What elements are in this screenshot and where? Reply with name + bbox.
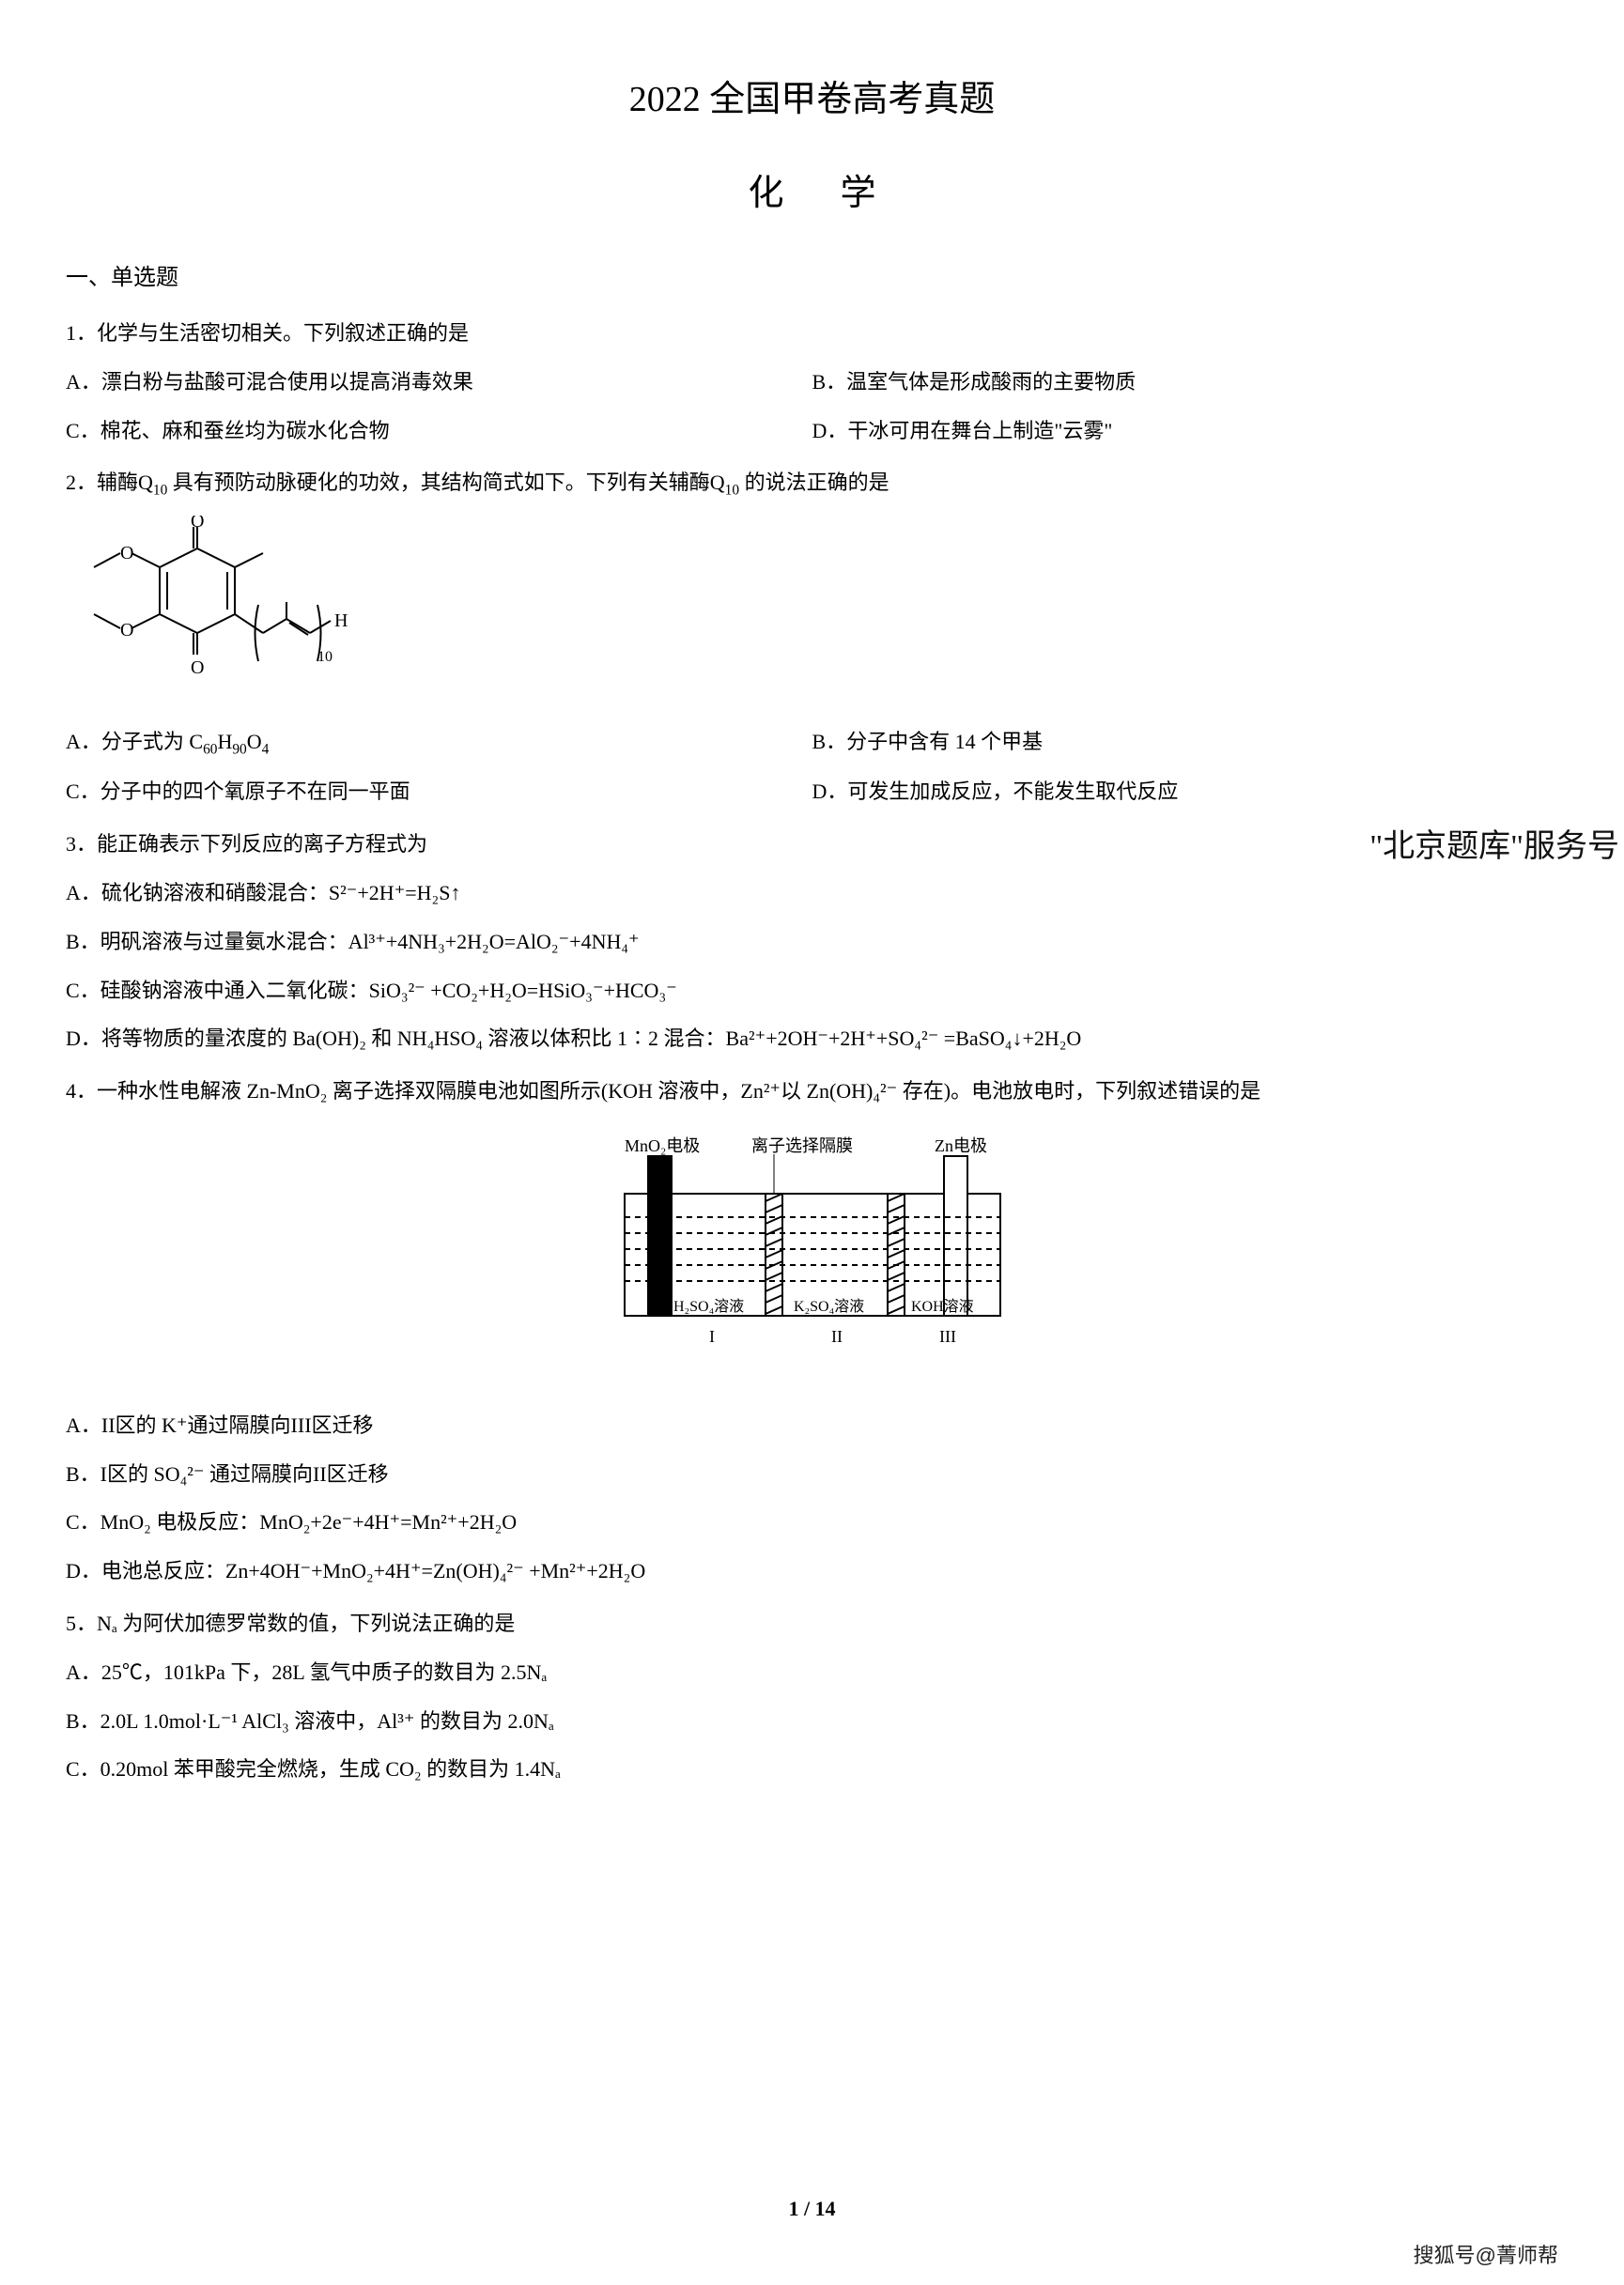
q4-opt-c: C．MnO₂ 电极反应：MnO₂+2e⁻+4H⁺=Mn²⁺+2H₂O [66,1503,1558,1542]
page-number: 1 / 14 [0,2189,1624,2229]
q2a-pre: A．分子式为 C [66,730,203,753]
q3-opt-b: B．明矾溶液与过量氨水混合：Al³⁺+4NH₃+2H₂O=AlO₂⁻+4NH₄⁺ [66,922,1558,962]
q2-stem-mid: 具有预防动脉硬化的功效，其结构简式如下。下列有关辅酶Q [167,471,724,494]
q2-stem-pre: 2．辅酶Q [66,471,153,494]
q3-opt-a: A．硫化钠溶液和硝酸混合：S²⁻+2H⁺=H₂S↑ [66,873,1558,913]
q1-opt-b: B．温室气体是形成酸雨的主要物质 [812,363,1559,402]
q3-opt-d: D．将等物质的量浓度的 Ba(OH)₂ 和 NH₄HSO₄ 溶液以体积比 1∶2… [66,1019,1558,1058]
q2-sub1: 10 [153,483,167,499]
lbl-sol1: H₂SO₄溶液 [673,1298,744,1315]
q3-stem: 3．能正确表示下列反应的离子方程式为 [66,825,1558,864]
q5-opt-c: C．0.20mol 苯甲酸完全燃烧，生成 CO₂ 的数目为 1.4Nₐ [66,1750,1558,1789]
q4-opt-b: B．I区的 SO₄²⁻ 通过隔膜向II区迁移 [66,1455,1558,1494]
q4-stem: 4．一种水性电解液 Zn-MnO₂ 离子选择双隔膜电池如图所示(KOH 溶液中，… [66,1072,1558,1111]
question-4: 4．一种水性电解液 Zn-MnO₂ 离子选择双隔膜电池如图所示(KOH 溶液中，… [66,1072,1558,1591]
q2a-mid: H [217,730,232,753]
q2a-mid2: O [247,730,262,753]
q2-opt-a: A．分子式为 C60H90O4 [66,722,812,764]
question-3: 3．能正确表示下列反应的离子方程式为 A．硫化钠溶液和硝酸混合：S²⁻+2H⁺=… [66,825,1558,1058]
svg-text:10: 10 [317,649,333,665]
svg-text:H: H [334,610,348,631]
lbl-mno2: MnO₂电极 [625,1136,700,1155]
q5-opt-b: B．2.0L 1.0mol·L⁻¹ AlCl₃ 溶液中，Al³⁺ 的数目为 2.… [66,1702,1558,1741]
question-2: 2．辅酶Q10 具有预防动脉硬化的功效，其结构简式如下。下列有关辅酶Q10 的说… [66,463,1558,811]
lbl-r3: III [939,1327,956,1346]
q1-opt-c: C．棉花、麻和蚕丝均为碳水化合物 [66,411,812,451]
q3-opt-c: C．硅酸钠溶液中通入二氧化碳：SiO₃²⁻ +CO₂+H₂O=HSiO₃⁻+HC… [66,971,1558,1011]
section-header: 一、单选题 [66,257,1558,301]
q1-opt-d: D．干冰可用在舞台上制造"云雾" [812,411,1559,451]
q2a-s1: 60 [203,741,217,757]
watermark-text: "北京题库"服务号 [1369,817,1619,878]
q2-opt-c: C．分子中的四个氧原子不在同一平面 [66,772,812,811]
footer-source: 搜狐号@菁师帮 [1414,2236,1558,2276]
q2-opt-d: D．可发生加成反应，不能发生取代反应 [812,772,1559,811]
q5-stem: 5．Nₐ 为阿伏加德罗常数的值，下列说法正确的是 [66,1604,1558,1644]
q2-stem-post: 的说法正确的是 [739,471,889,494]
lbl-sol2: K₂SO₄溶液 [794,1298,864,1315]
lbl-r1: I [709,1327,715,1346]
lbl-zn: Zn电极 [935,1136,987,1155]
page-subtitle: 化学 [66,160,1558,227]
question-1: 1．化学与生活密切相关。下列叙述正确的是 A．漂白粉与盐酸可混合使用以提高消毒效… [66,314,1558,450]
q2-opt-b: B．分子中含有 14 个甲基 [812,722,1559,764]
lbl-membrane: 离子选择隔膜 [751,1136,853,1155]
page-title: 2022 全国甲卷高考真题 [66,66,1558,133]
svg-text:O: O [191,516,204,532]
q2a-s3: 4 [262,741,270,757]
lbl-r2: II [831,1327,843,1346]
question-5: 5．Nₐ 为阿伏加德罗常数的值，下列说法正确的是 A．25℃，101kPa 下，… [66,1604,1558,1789]
svg-text:O: O [120,620,133,641]
q2-stem: 2．辅酶Q10 具有预防动脉硬化的功效，其结构简式如下。下列有关辅酶Q10 的说… [66,463,1558,504]
q1-stem: 1．化学与生活密切相关。下列叙述正确的是 [66,314,1558,353]
q5-opt-a: A．25℃，101kPa 下，28L 氢气中质子的数目为 2.5Nₐ [66,1653,1558,1692]
q2a-s2: 90 [232,741,246,757]
q2-structure-diagram: O O O O H 10 [75,516,1558,707]
q4-opt-a: A．II区的 K⁺通过隔膜向III区迁移 [66,1406,1558,1445]
svg-text:O: O [191,657,204,678]
q2-sub2: 10 [725,483,739,499]
lbl-sol3: KOH溶液 [911,1298,974,1315]
q4-opt-d: D．电池总反应：Zn+4OH⁻+MnO₂+4H⁺=Zn(OH)₄²⁻ +Mn²⁺… [66,1552,1558,1591]
q1-opt-a: A．漂白粉与盐酸可混合使用以提高消毒效果 [66,363,812,402]
svg-text:O: O [120,543,133,564]
q4-cell-diagram: MnO₂电极 离子选择隔膜 Zn电极 H₂SO₄溶液 K₂SO₄溶液 KOH溶液… [66,1128,1558,1385]
